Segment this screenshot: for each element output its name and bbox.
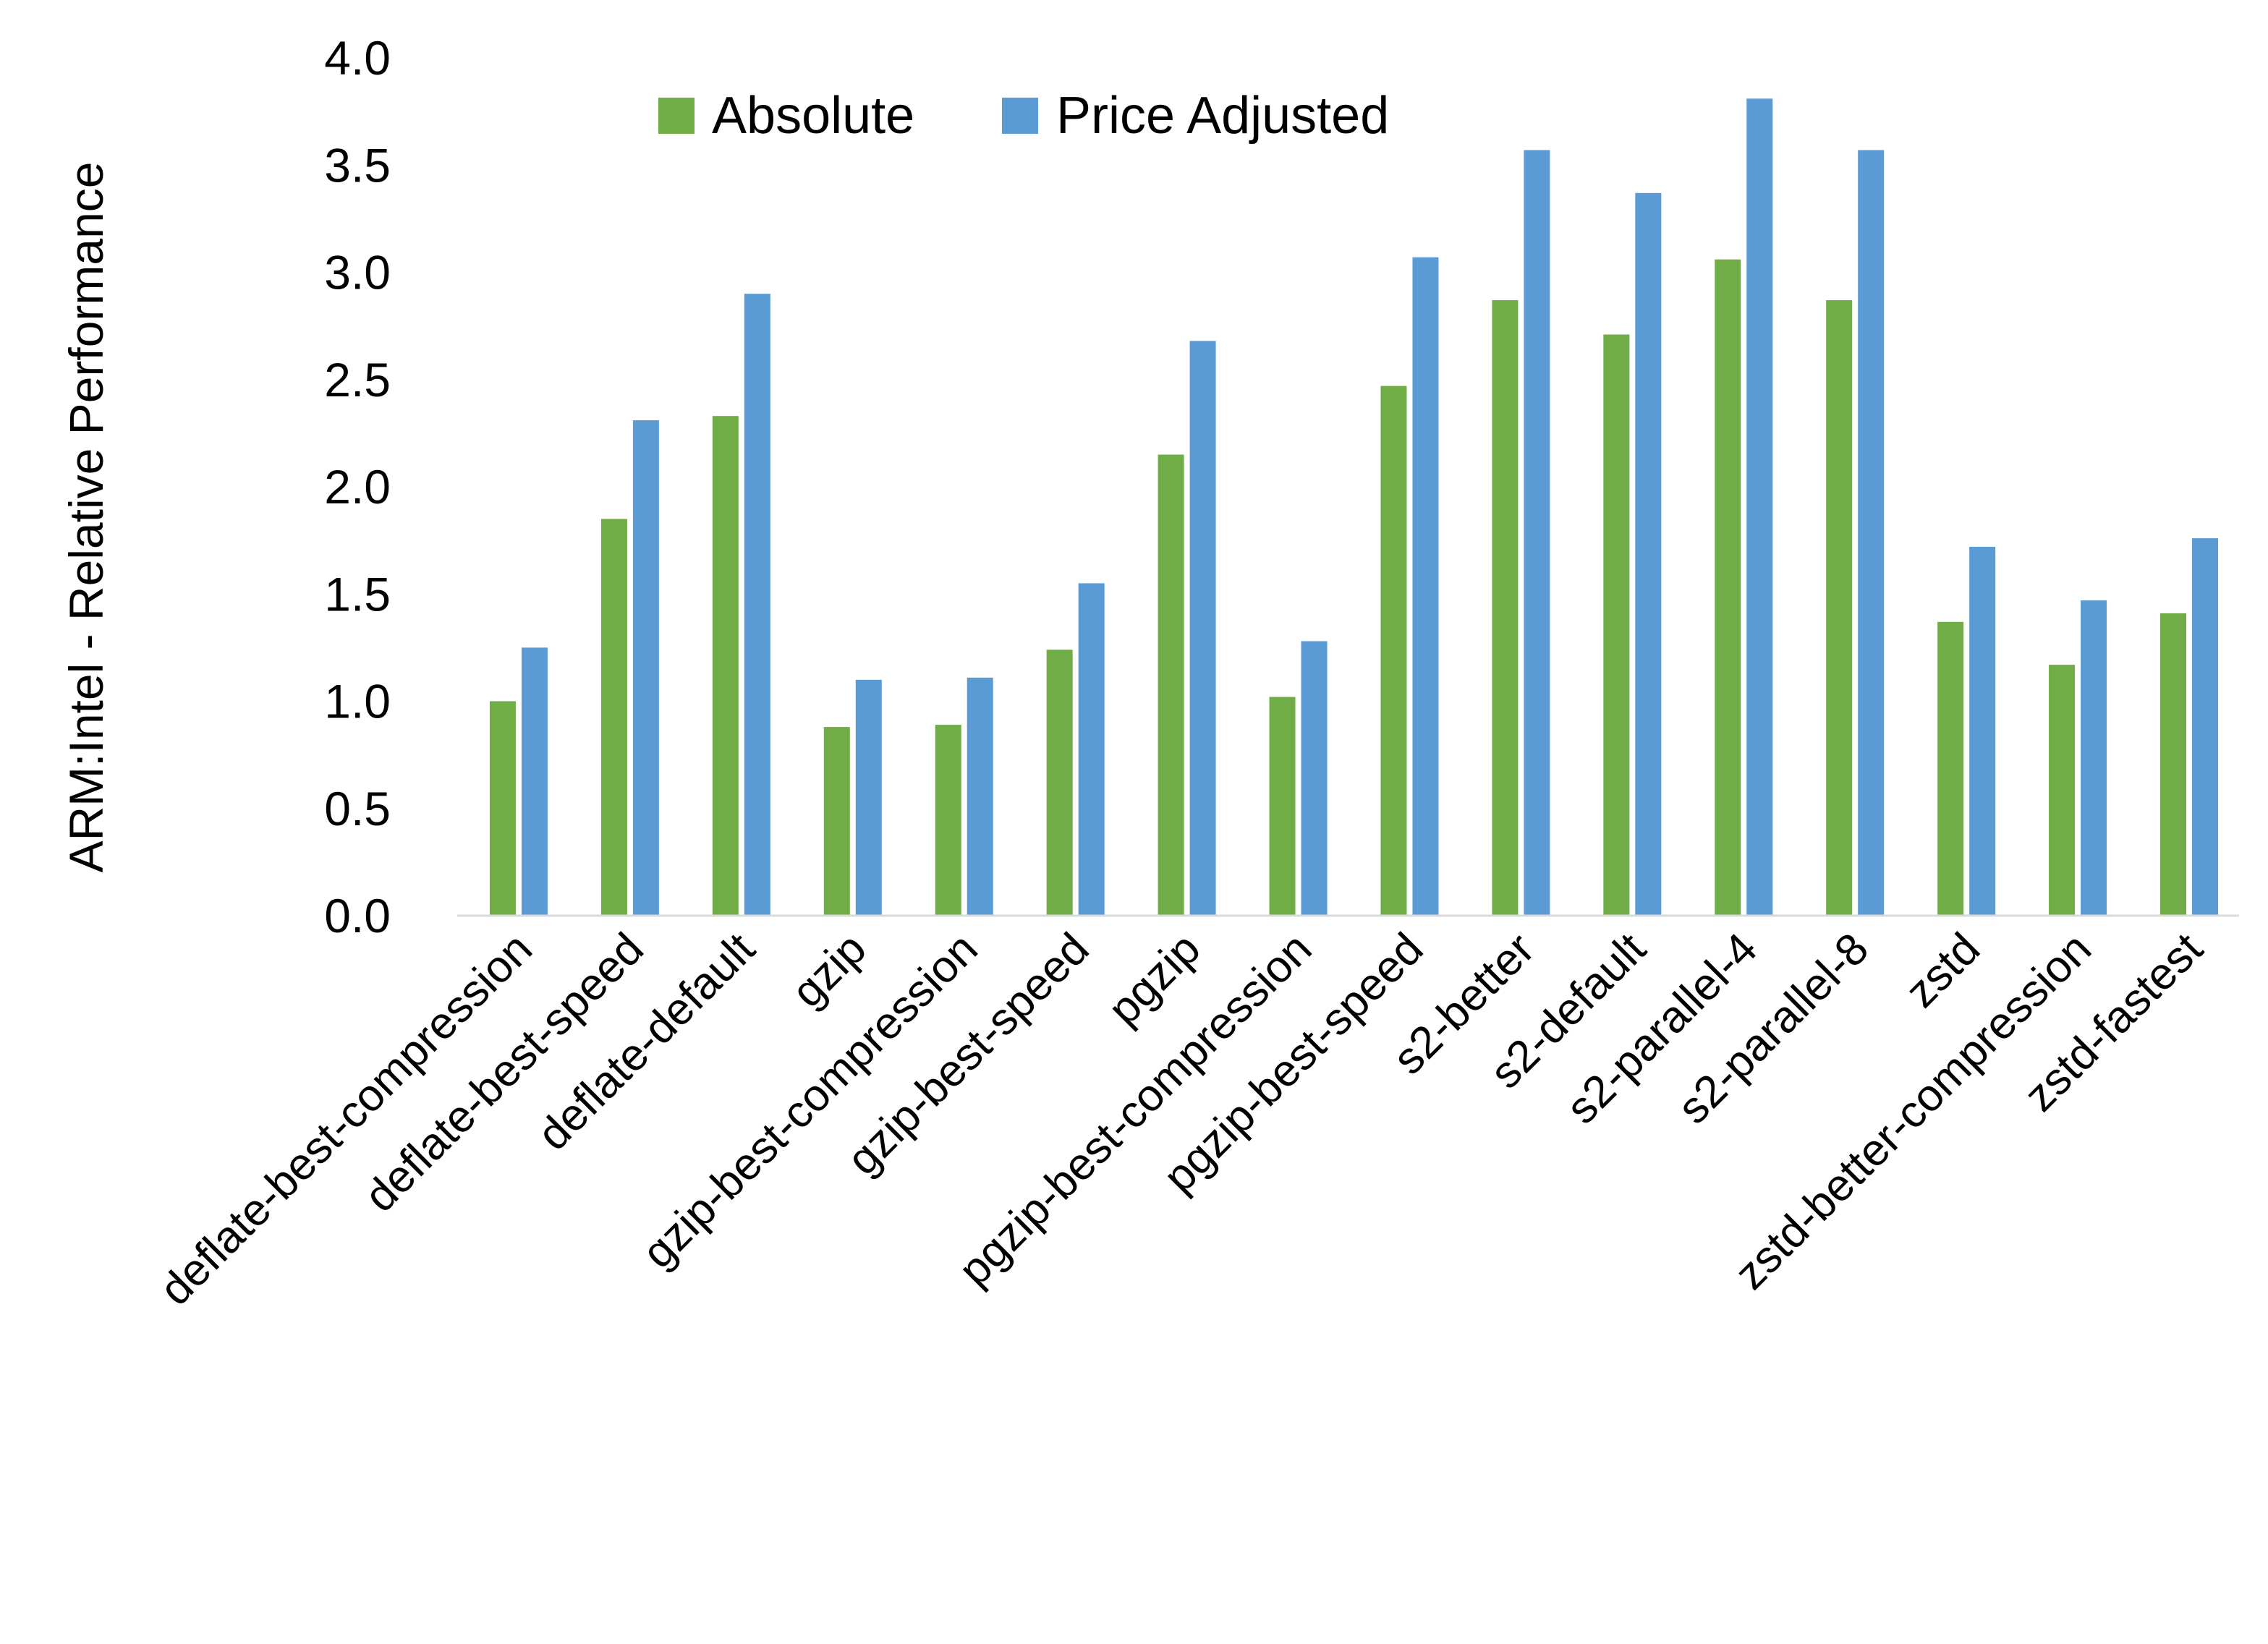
bars — [489, 98, 2219, 916]
y-tick-label: 2.5 — [324, 353, 391, 406]
y-tick-label: 2.0 — [324, 460, 391, 514]
legend-label-absolute: Absolute — [712, 87, 914, 145]
bar-price-adjusted-deflate-best-compression — [521, 647, 548, 916]
y-tick-label: 0.0 — [324, 889, 391, 942]
bar-price-adjusted-s2-better — [1524, 150, 1550, 916]
bar-absolute-gzip-best-compression — [935, 725, 961, 916]
bar-absolute-pgzip-best-compression — [1269, 697, 1296, 916]
bar-price-adjusted-pgzip — [1189, 341, 1216, 916]
bar-price-adjusted-gzip-best-speed — [1078, 583, 1105, 916]
bar-absolute-s2-parallel-4 — [1715, 259, 1741, 916]
bar-absolute-gzip-best-speed — [1046, 649, 1073, 916]
y-tick-label: 0.5 — [324, 782, 391, 835]
y-tick-label: 1.5 — [324, 567, 391, 621]
bar-absolute-zstd-fastest — [2160, 613, 2187, 916]
bar-price-adjusted-zstd-fastest — [2192, 538, 2219, 916]
bar-absolute-pgzip-best-speed — [1380, 386, 1407, 916]
bar-absolute-s2-better — [1492, 300, 1519, 916]
bar-price-adjusted-s2-parallel-8 — [1858, 150, 1885, 916]
x-tick-label: zstd — [1896, 924, 1989, 1017]
bar-price-adjusted-zstd-better-compression — [2081, 600, 2107, 916]
bar-absolute-zstd — [1937, 621, 1964, 916]
bar-price-adjusted-pgzip-best-speed — [1412, 257, 1439, 916]
bar-absolute-s2-parallel-8 — [1826, 300, 1853, 916]
bar-absolute-deflate-best-speed — [600, 519, 627, 916]
bar-absolute-zstd-better-compression — [2049, 665, 2076, 916]
bar-absolute-s2-default — [1603, 334, 1630, 916]
bar-price-adjusted-deflate-default — [744, 294, 770, 916]
legend-label-price-adjusted: Price Adjusted — [1056, 87, 1389, 145]
bar-price-adjusted-gzip — [855, 679, 882, 916]
legend-swatch-absolute — [658, 98, 695, 134]
y-axis-ticks: 0.0 0.5 1.0 1.5 2.0 2.5 3.0 3.5 4.0 — [324, 31, 391, 942]
bar-absolute-gzip — [823, 727, 850, 916]
bar-price-adjusted-pgzip-best-compression — [1301, 641, 1328, 916]
y-tick-label: 3.0 — [324, 246, 391, 299]
bar-price-adjusted-gzip-best-compression — [967, 677, 993, 916]
bar-absolute-deflate-best-compression — [489, 701, 516, 916]
legend: Absolute Price Adjusted — [658, 87, 1389, 145]
bar-price-adjusted-s2-parallel-4 — [1746, 98, 1773, 916]
y-tick-label: 4.0 — [324, 31, 391, 85]
y-tick-label: 1.0 — [324, 675, 391, 728]
bar-absolute-deflate-default — [712, 416, 739, 916]
x-tick-label: gzip — [782, 924, 875, 1017]
y-axis-title: ARM:Intel - Relative Performance — [59, 161, 113, 872]
y-tick-label: 3.5 — [324, 138, 391, 192]
bar-price-adjusted-deflate-best-speed — [632, 420, 659, 916]
x-axis-labels: deflate-best-compressiondeflate-best-spe… — [150, 924, 2212, 1315]
legend-swatch-price-adjusted — [1002, 98, 1038, 134]
bar-price-adjusted-s2-default — [1635, 192, 1662, 916]
bar-absolute-pgzip — [1158, 454, 1184, 916]
bar-price-adjusted-zstd — [1969, 547, 1996, 916]
